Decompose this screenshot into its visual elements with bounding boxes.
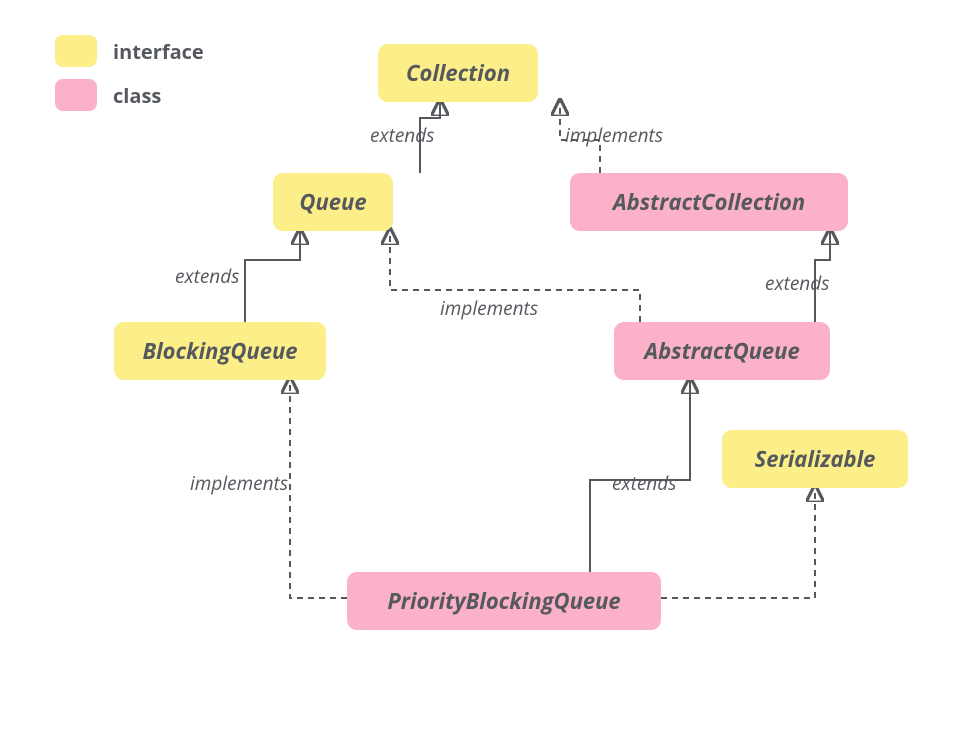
legend-swatch-interface [55,35,97,67]
legend-label-class: class [113,82,161,109]
node-abstractqueue: AbstractQueue [614,322,830,380]
node-serializable: Serializable [722,430,908,488]
edge-label-abstractcollection-collection: implements [565,122,663,148]
legend-label-interface: interface [113,38,204,65]
legend-item-interface: interface [55,35,204,67]
edge-label-priorityblocking-blockingqueue: implements [190,470,288,496]
edge-label-priorityblocking-abstractqueue: extends [612,470,676,496]
edge-label-abstractqueue-queue: implements [440,295,538,321]
node-blockingqueue: BlockingQueue [114,322,326,380]
edge-blockingqueue-queue [245,229,300,322]
edge-label-abstractqueue-abstractcollection: extends [765,270,829,296]
diagram-canvas: interface class extends implem [0,0,978,737]
legend: interface class [55,35,204,123]
edge-label-queue-collection: extends [370,122,434,148]
edge-priorityblocking-serializable [661,486,815,598]
node-collection: Collection [378,44,538,102]
node-abstractcollection: AbstractCollection [570,173,848,231]
node-queue: Queue [273,173,393,231]
edge-priorityblocking-blockingqueue [290,378,347,598]
edge-label-blockingqueue-queue: extends [175,263,239,289]
legend-swatch-class [55,79,97,111]
node-priorityblockingqueue: PriorityBlockingQueue [347,572,661,630]
legend-item-class: class [55,79,204,111]
